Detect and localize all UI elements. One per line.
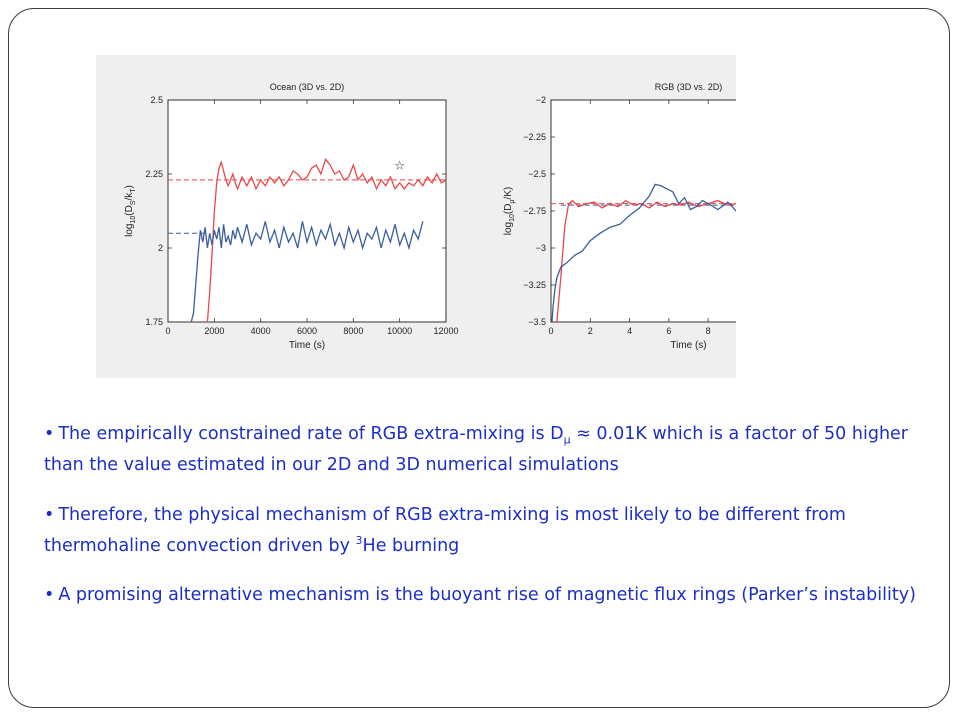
rgb-y-axis-label-part: 10	[509, 214, 516, 222]
bullet-dot: •	[44, 424, 55, 444]
rgb-y-axis-label: log10(Dμ/K)	[503, 187, 516, 236]
rgb-y-axis-label-part: μ	[509, 200, 516, 204]
bullet-dot: •	[44, 585, 55, 606]
ocean-x-tick-label: 10000	[387, 326, 412, 336]
rgb-x-tick-label: 2	[588, 326, 593, 336]
ocean-y-axis-label-part: log	[124, 224, 135, 237]
subscript-mu: μ	[563, 433, 571, 447]
rgb-y-axis-label-part: log	[503, 222, 514, 235]
ocean-y-axis-label-part: (D	[124, 205, 135, 216]
ocean-y-axis-label-part: S	[130, 200, 137, 205]
rgb-y-tick-label: −3.25	[523, 280, 546, 290]
bullet-text-post: ≈ 0.01K which is a factor of 50 higher t…	[44, 424, 908, 475]
bullet-mechanism: • Therefore, the physical mechanism of RG…	[44, 503, 934, 559]
bullet-text-post: He burning	[362, 535, 460, 556]
rgb-plot-area	[550, 99, 736, 323]
ocean-y-tick-label: 2	[158, 243, 163, 253]
rgb-x-tick-label: 8	[706, 326, 711, 336]
ocean-series-line-blue	[190, 221, 424, 323]
ocean-x-tick-label: 8000	[343, 326, 363, 336]
bullet-text-pre: The empirically constrained rate of RGB …	[58, 424, 564, 444]
ocean-y-axis-label-part: 10	[130, 216, 137, 224]
rgb-x-axis-label: Time (s)	[670, 340, 706, 351]
rgb-y-tick-label: −2	[536, 95, 546, 105]
bullet-list: • The empirically constrained rate of RGB…	[44, 422, 934, 633]
ocean-star-annotation: ☆	[394, 159, 405, 173]
ocean-x-tick-label: 4000	[251, 326, 271, 336]
rgb-y-tick-label: −3	[536, 243, 546, 253]
ocean-y-axis-label-part: T	[130, 188, 137, 193]
rgb-y-axis-label-part: (D	[503, 204, 514, 215]
ocean-x-tick-label: 0	[165, 326, 170, 336]
rgb-y-axis-label-part: /K)	[503, 187, 514, 200]
bullet-text: A promising alternative mechanism is the…	[58, 585, 916, 606]
rgb-y-tick-label: −2.75	[523, 206, 546, 216]
bullet-dot: •	[44, 504, 55, 525]
bullet-mixing-rate: • The empirically constrained rate of RGB…	[44, 422, 934, 478]
bullet-text-pre: Therefore, the physical mechanism of RGB…	[44, 504, 846, 556]
ocean-y-tick-label: 2.25	[145, 169, 163, 179]
ocean-y-tick-label: 1.75	[145, 317, 163, 327]
rgb-y-tick-label: −3.5	[528, 317, 546, 327]
rgb-x-tick-label: 4	[627, 326, 632, 336]
ocean-y-axis-label-part: /k	[124, 192, 135, 201]
ocean-x-tick-label: 6000	[297, 326, 317, 336]
rgb-x-tick-label: 6	[666, 326, 671, 336]
bullet-alternative: • A promising alternative mechanism is th…	[44, 583, 934, 608]
rgb-y-tick-label: −2.25	[523, 132, 546, 142]
rgb-y-tick-label: −2.5	[528, 169, 546, 179]
figure-panel: Ocean (3D vs. 2D) 0 2000 4000 6000 8000 10000 1…	[96, 55, 736, 378]
rgb-chart-title: RGB (3D vs. 2D)	[655, 82, 723, 92]
ocean-series-line-red	[206, 157, 447, 323]
figure-svg: Ocean (3D vs. 2D) 0 2000 4000 6000 8000 10000 1…	[124, 82, 736, 351]
rgb-x-tick-label: 0	[548, 326, 553, 336]
ocean-y-tick-label: 2.5	[150, 95, 163, 105]
rgb-series-line-blue	[551, 183, 736, 323]
rgb-series-line-red	[556, 199, 736, 323]
ocean-x-tick-label: 2000	[204, 326, 224, 336]
ocean-x-tick-label: 12000	[433, 326, 458, 336]
ocean-y-axis-label-part: )	[124, 185, 135, 188]
ocean-chart-title: Ocean (3D vs. 2D)	[270, 82, 345, 92]
superscript-3: 3	[355, 533, 363, 547]
ocean-y-axis-label: log10(DS/kT)	[124, 185, 137, 237]
ocean-x-axis-label: Time (s)	[289, 340, 325, 351]
